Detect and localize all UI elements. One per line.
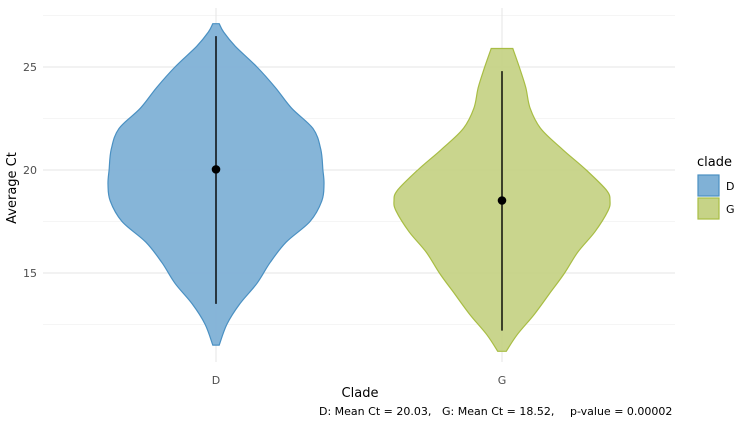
- x-tick-label: G: [498, 374, 507, 387]
- y-tick-label: 25: [23, 61, 37, 74]
- y-tick-label: 15: [23, 267, 37, 280]
- mean-point-D: [211, 165, 221, 174]
- legend-title: clade: [697, 155, 732, 170]
- caption-g-mean: G: Mean Ct = 18.52,: [442, 405, 554, 418]
- y-axis-ticks: 15 20 25: [23, 61, 37, 280]
- legend-label-G: G: [726, 203, 735, 216]
- legend-key-G: [697, 197, 720, 220]
- mean-point-G: [497, 196, 507, 205]
- violins: [107, 23, 611, 352]
- legend-label-D: D: [726, 180, 734, 193]
- caption-p-value: p-value = 0.00002: [570, 405, 672, 418]
- x-tick-label: D: [212, 374, 220, 387]
- y-tick-label: 20: [23, 164, 37, 177]
- legend: clade DG: [697, 155, 735, 220]
- caption-d-mean: D: Mean Ct = 20.03,: [319, 405, 431, 418]
- y-axis-title: Average Ct: [5, 152, 20, 224]
- x-axis-title: Clade: [342, 386, 379, 401]
- legend-key-D: [697, 174, 720, 197]
